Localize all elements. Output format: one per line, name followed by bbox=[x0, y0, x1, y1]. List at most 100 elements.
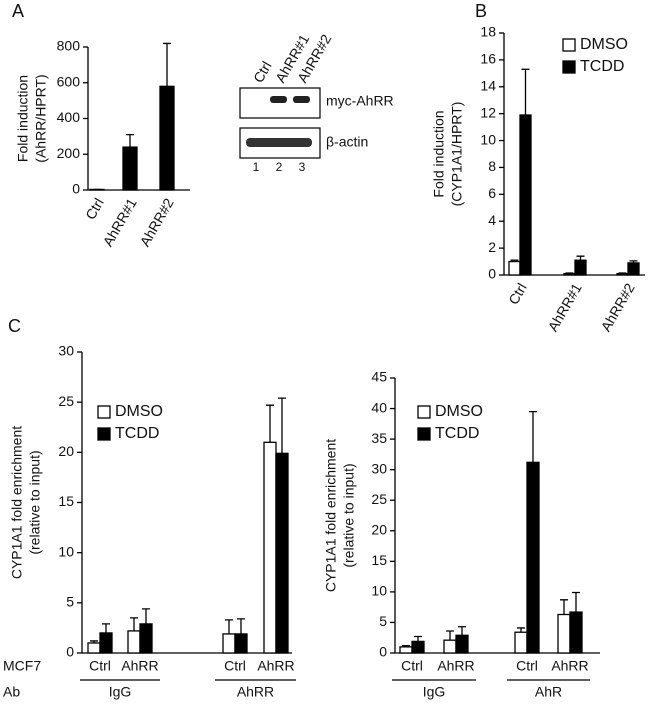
error-bar bbox=[414, 635, 422, 642]
legend-label: DMSO bbox=[580, 36, 628, 53]
bar bbox=[508, 260, 521, 276]
group-label: AhR bbox=[535, 684, 562, 700]
y-tick-label: 10 bbox=[371, 583, 387, 599]
bar bbox=[411, 640, 425, 654]
x-tick-label: Ctrl bbox=[516, 658, 538, 674]
y-tick-label: 25 bbox=[58, 393, 74, 409]
bar bbox=[519, 114, 532, 276]
y-axis-label: (relative to input) bbox=[27, 450, 43, 554]
y-tick-label: 40 bbox=[371, 399, 387, 415]
legend-label: DMSO bbox=[115, 403, 163, 420]
y-tick-label: 4 bbox=[488, 212, 496, 228]
bar bbox=[526, 461, 540, 654]
error-bar bbox=[572, 591, 580, 613]
bar bbox=[263, 441, 277, 654]
bar bbox=[557, 613, 571, 654]
row-label: MCF7 bbox=[3, 658, 41, 674]
bar bbox=[399, 646, 413, 654]
bar bbox=[514, 631, 528, 654]
blot: myc-AhRR β-actin Ctrl AhRR#1 AhRR#2 1 2 … bbox=[239, 31, 394, 174]
y-tick-label: 5 bbox=[66, 594, 74, 610]
y-tick-label: 0 bbox=[72, 181, 80, 197]
y-tick-label: 14 bbox=[480, 77, 496, 93]
legend-label: TCDD bbox=[115, 425, 159, 442]
y-tick-label: 15 bbox=[371, 552, 387, 568]
x-tick-label: AhRR#1 bbox=[544, 280, 584, 334]
error-bar bbox=[521, 68, 530, 116]
panel-letter: C bbox=[8, 316, 21, 336]
legend-swatch bbox=[417, 405, 431, 419]
lane-number: 3 bbox=[299, 160, 306, 174]
y-tick-label: 10 bbox=[480, 131, 496, 147]
y-axis-label: Fold induction bbox=[431, 110, 447, 197]
x-tick-label: AhRR#2 bbox=[136, 195, 176, 249]
x-tick-label: AhRR bbox=[437, 658, 474, 674]
bar bbox=[627, 262, 640, 276]
legend-swatch bbox=[97, 427, 111, 441]
bar bbox=[275, 452, 289, 654]
panel-letter: B bbox=[475, 1, 487, 21]
error-bar bbox=[560, 599, 568, 615]
x-tick-label: Ctrl bbox=[224, 658, 246, 674]
legend-label: DMSO bbox=[435, 403, 483, 420]
y-tick-label: 30 bbox=[371, 460, 387, 476]
row-label: Ab bbox=[3, 684, 20, 700]
error-bar bbox=[576, 255, 585, 261]
legend-swatch bbox=[562, 38, 576, 52]
y-tick-label: 2 bbox=[488, 239, 496, 255]
bar bbox=[99, 632, 113, 654]
error-bar bbox=[266, 404, 274, 443]
y-tick-label: 0 bbox=[488, 266, 496, 282]
error-bar bbox=[163, 42, 171, 87]
y-tick-label: 5 bbox=[379, 613, 387, 629]
legend-swatch bbox=[417, 427, 431, 441]
error-bar bbox=[510, 259, 519, 262]
x-tick-label: AhRR bbox=[257, 658, 294, 674]
blot-band bbox=[293, 96, 310, 103]
y-tick-label: 10 bbox=[58, 543, 74, 559]
error-bar bbox=[446, 630, 454, 641]
y-tick-label: 6 bbox=[488, 185, 496, 201]
error-bar bbox=[402, 645, 410, 647]
legend-label: TCDD bbox=[435, 425, 479, 442]
error-bar bbox=[629, 260, 638, 263]
x-tick-label: Ctrl bbox=[401, 658, 423, 674]
y-tick-label: 45 bbox=[371, 369, 387, 385]
y-tick-label: 25 bbox=[371, 491, 387, 507]
y-tick-label: 20 bbox=[371, 521, 387, 537]
x-tick-label: AhRR bbox=[121, 658, 158, 674]
error-bar bbox=[529, 410, 537, 463]
legend-label: TCDD bbox=[580, 58, 624, 75]
panel-letter: A bbox=[12, 1, 24, 21]
error-bar bbox=[102, 623, 110, 633]
bar bbox=[455, 634, 469, 654]
error-bar bbox=[90, 640, 98, 643]
y-axis-label: (AhRR/HPRT) bbox=[33, 74, 49, 162]
group-label: IgG bbox=[109, 684, 132, 700]
bar bbox=[127, 630, 141, 654]
y-tick-label: 200 bbox=[57, 145, 81, 161]
y-axis-label: (relative to input) bbox=[341, 463, 357, 567]
blot-band bbox=[270, 96, 287, 103]
bar bbox=[234, 633, 248, 654]
band-label: β-actin bbox=[326, 134, 368, 150]
legend-swatch bbox=[562, 60, 576, 74]
x-tick-label: Ctrl bbox=[89, 658, 111, 674]
y-tick-label: 16 bbox=[480, 51, 496, 67]
y-axis-label: CYP1A1 fold enrichment bbox=[9, 426, 25, 579]
error-bar bbox=[278, 397, 286, 454]
y-tick-label: 12 bbox=[480, 104, 496, 120]
group-label: IgG bbox=[423, 684, 446, 700]
y-tick-label: 15 bbox=[58, 493, 74, 509]
blot-band bbox=[246, 138, 312, 147]
error-bar bbox=[565, 272, 574, 274]
y-tick-label: 20 bbox=[58, 443, 74, 459]
y-tick-label: 800 bbox=[57, 38, 81, 54]
lane-number: 1 bbox=[253, 160, 260, 174]
legend-swatch bbox=[97, 405, 111, 419]
lane-number: 2 bbox=[276, 160, 283, 174]
bar bbox=[87, 642, 101, 654]
band-label: myc-AhRR bbox=[326, 93, 394, 109]
x-tick-label: Ctrl bbox=[82, 195, 107, 222]
